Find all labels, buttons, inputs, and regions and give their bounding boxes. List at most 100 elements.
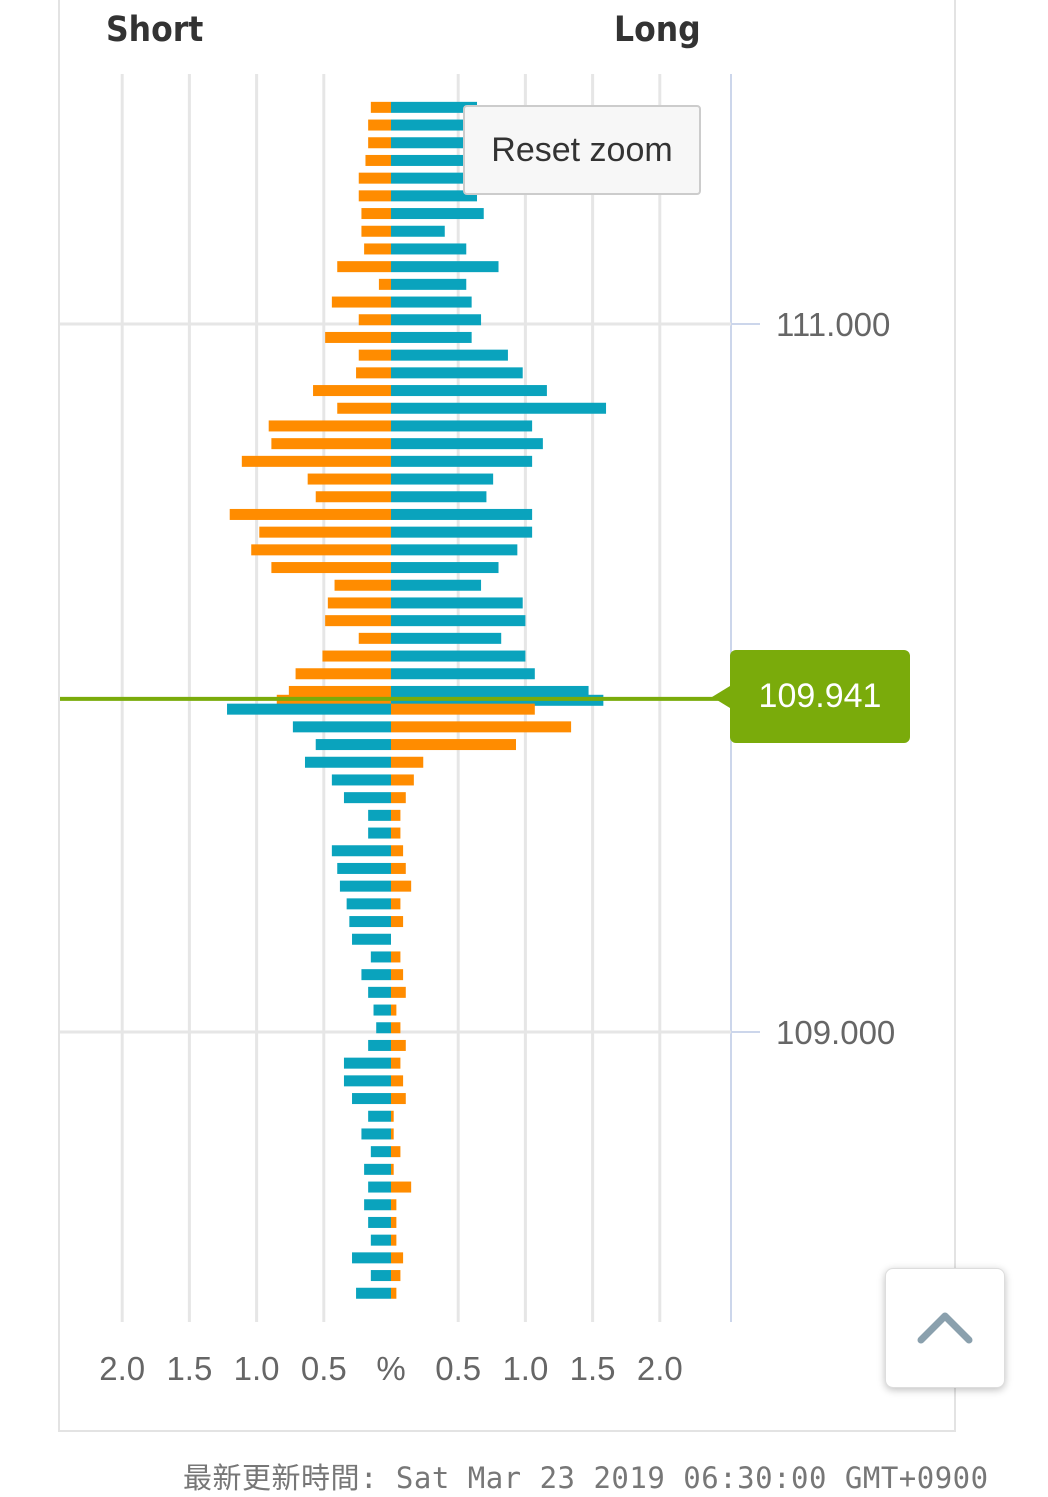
bar-right-108.762 (391, 1110, 394, 1122)
bar-right-108.962 (391, 1039, 406, 1051)
bar-left-110.362 (251, 544, 391, 556)
x-tick-label: 2.0 (99, 1350, 145, 1387)
bar-left-110.062 (322, 650, 391, 662)
bar-left-111.062 (331, 296, 391, 308)
bar-left-109.312 (349, 916, 391, 928)
bar-left-110.962 (325, 331, 391, 343)
bar-left-111.312 (361, 208, 391, 220)
bar-left-109.662 (343, 792, 391, 804)
bar-right-109.462 (391, 862, 406, 874)
bar-left-109.712 (331, 774, 391, 786)
bar-left-110.862 (356, 367, 391, 379)
bar-left-109.162 (361, 969, 391, 981)
bar-right-110.612 (391, 455, 533, 467)
last-updated-text: 最新更新時間: Sat Mar 23 2019 06:30:00 GMT+090… (183, 1461, 989, 1495)
bar-left-110.112 (358, 632, 391, 644)
bar-left-110.562 (307, 473, 391, 485)
bar-left-108.912 (343, 1057, 391, 1069)
bar-left-109.812 (315, 739, 391, 751)
bar-left-111.612 (370, 101, 391, 113)
bar-right-110.012 (391, 668, 535, 680)
bar-left-111.012 (358, 314, 391, 326)
bar-left-111.412 (358, 172, 391, 184)
bar-right-109.812 (391, 739, 516, 751)
bar-right-108.812 (391, 1093, 406, 1105)
bar-left-111.512 (368, 137, 391, 149)
bar-left-110.812 (313, 385, 391, 397)
bar-right-111.162 (391, 261, 499, 273)
bar-right-109.662 (391, 792, 406, 804)
bar-right-111.212 (391, 243, 467, 255)
x-tick-label: 0.5 (435, 1350, 481, 1387)
bar-right-109.612 (391, 809, 401, 821)
x-tick-label: 0.5 (301, 1350, 347, 1387)
bar-left-111.262 (361, 225, 391, 237)
bar-right-108.412 (391, 1234, 397, 1246)
bar-left-109.112 (368, 986, 391, 998)
bar-left-109.862 (292, 721, 391, 733)
scroll-to-top-button[interactable] (885, 1268, 1005, 1388)
bar-right-110.262 (391, 579, 482, 591)
bar-left-110.662 (271, 438, 391, 450)
bar-left-109.462 (337, 862, 391, 874)
bar-right-111.062 (391, 296, 472, 308)
bar-left-109.362 (346, 898, 391, 910)
bar-right-109.012 (391, 1022, 401, 1034)
bar-right-111.362 (391, 190, 478, 202)
x-tick-label: 1.5 (166, 1350, 212, 1387)
chevron-up-icon (917, 1312, 973, 1344)
short-header: Short (106, 10, 204, 50)
bar-left-110.462 (229, 508, 391, 520)
bar-right-110.512 (391, 491, 487, 503)
bar-right-109.212 (391, 951, 401, 963)
bar-left-110.612 (241, 455, 391, 467)
bar-left-111.162 (337, 261, 391, 273)
bar-right-109.362 (391, 898, 401, 910)
bar-left-109.912 (227, 703, 391, 715)
bar-left-109.262 (352, 933, 391, 945)
bar-right-109.912 (391, 703, 535, 715)
bar-right-111.462 (391, 154, 472, 166)
bar-left-109.762 (304, 756, 391, 768)
bar-right-109.412 (391, 880, 412, 892)
bar-right-111.112 (391, 278, 467, 290)
bar-left-109.412 (339, 880, 391, 892)
bar-left-111.562 (368, 119, 391, 131)
bar-right-111.012 (391, 314, 482, 326)
x-tick-label: 1.0 (234, 1350, 280, 1387)
price-tick-label: 111.000 (776, 306, 890, 343)
bar-right-111.312 (391, 208, 484, 220)
bar-left-109.062 (373, 1004, 391, 1016)
bar-right-109.162 (391, 969, 404, 981)
bar-right-111.512 (391, 137, 464, 149)
bar-right-110.712 (391, 420, 533, 432)
bar-left-108.512 (364, 1199, 391, 1211)
bar-right-110.112 (391, 632, 502, 644)
bar-left-110.312 (271, 562, 391, 574)
bar-right-110.662 (391, 438, 543, 450)
bar-right-109.712 (391, 774, 414, 786)
bar-right-111.612 (391, 101, 478, 113)
bar-left-109.562 (368, 827, 391, 839)
bar-right-108.612 (391, 1163, 394, 1175)
bar-left-110.512 (315, 491, 391, 503)
bar-left-110.912 (358, 349, 391, 361)
bar-right-108.562 (391, 1181, 412, 1193)
bar-right-108.312 (391, 1270, 401, 1282)
bar-right-110.962 (391, 331, 472, 343)
bar-left-109.512 (331, 845, 391, 857)
bar-left-110.012 (295, 668, 391, 680)
bar-left-108.962 (368, 1039, 391, 1051)
bar-right-110.412 (391, 526, 533, 538)
bar-right-108.262 (391, 1287, 397, 1299)
bar-right-109.512 (391, 845, 404, 857)
bar-left-110.212 (327, 597, 391, 609)
bar-right-110.062 (391, 650, 526, 662)
bar-left-110.762 (337, 402, 391, 414)
bar-right-109.062 (391, 1004, 397, 1016)
bar-right-109.762 (391, 756, 424, 768)
bar-left-108.862 (343, 1075, 391, 1087)
price-tick-label: 109.000 (776, 1014, 895, 1051)
reset-zoom-button[interactable]: Reset zoom (463, 105, 701, 195)
bar-left-109.012 (376, 1022, 391, 1034)
